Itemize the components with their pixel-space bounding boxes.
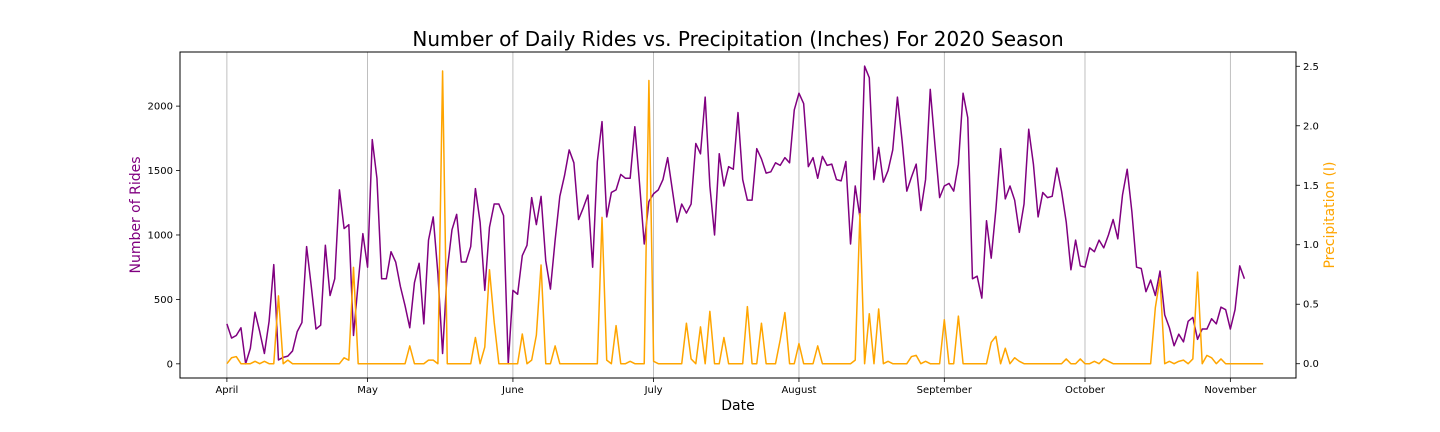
precipitation-line [226, 70, 1264, 365]
plot-area [179, 51, 1297, 379]
y-axis-label-left: Number of Rides [128, 156, 144, 273]
y-right-tick-label: 1.5 [1303, 181, 1319, 192]
x-tick-label: September [917, 385, 973, 396]
x-gridlines [226, 52, 1231, 378]
x-tick-label: August [781, 385, 816, 396]
y-left-tick-label: 1500 [148, 166, 173, 177]
x-tick-label: April [215, 385, 238, 396]
x-tick-label: November [1204, 385, 1257, 396]
x-tick-label: July [644, 385, 663, 396]
y-right-tick-label: 0.0 [1303, 359, 1319, 370]
y-axis-left: 0 500 1000 1500 2000 [148, 102, 180, 370]
y-left-tick-label: 500 [154, 295, 173, 306]
y-left-tick-label: 0 [167, 359, 173, 370]
y-right-tick-label: 1.0 [1303, 240, 1319, 251]
x-tick-label: October [1065, 385, 1106, 396]
y-right-tick-label: 2.0 [1303, 121, 1319, 132]
y-axis-label-right: Precipitation (I) [1322, 161, 1338, 268]
x-tick-label: June [501, 385, 524, 396]
y-left-tick-label: 1000 [148, 230, 173, 241]
series-layer [226, 65, 1264, 365]
y-right-tick-label: 2.5 [1303, 62, 1319, 73]
y-axis-right: 0.0 0.5 1.0 1.5 2.0 2.5 [1296, 62, 1319, 370]
chart-title: Number of Daily Rides vs. Precipitation … [412, 27, 1063, 51]
x-tick-label: May [357, 385, 378, 396]
y-left-tick-label: 2000 [148, 102, 173, 113]
rides-line [226, 65, 1246, 365]
x-axis: April May June July August September October No… [215, 378, 1257, 396]
x-axis-label: Date [721, 398, 754, 414]
y-right-tick-label: 0.5 [1303, 300, 1319, 311]
